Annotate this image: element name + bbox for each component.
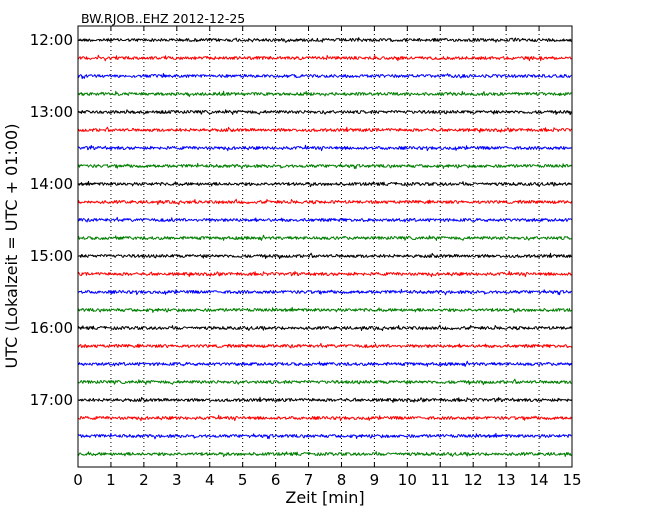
tick-layer: 0 1 2 3 4 5 6 7 8 9 10 11 12 13 14 1512:0013:0014:0015:…: [30, 26, 582, 489]
x-tick-label: 10: [398, 471, 417, 489]
trace-line: [77, 432, 572, 440]
trace-line: [77, 234, 572, 241]
trace-line: [77, 144, 572, 152]
x-tick-label: 7: [304, 471, 314, 489]
trace-line: [77, 216, 572, 223]
x-tick-label: 0: [73, 471, 83, 489]
trace-line: [77, 342, 572, 349]
trace-line: [77, 198, 572, 206]
trace-line: [77, 270, 572, 278]
x-tick-label: 13: [497, 471, 516, 489]
x-tick-label: 5: [238, 471, 248, 489]
trace-layer: [77, 37, 572, 458]
trace-line: [77, 396, 572, 403]
trace-line: [77, 73, 572, 80]
trace-line: [77, 288, 572, 296]
trace-line: [77, 252, 572, 260]
trace-line: [77, 162, 572, 170]
trace-line: [77, 54, 572, 62]
trace-line: [77, 109, 572, 116]
x-tick-label: 15: [562, 471, 581, 489]
trace-line: [77, 306, 572, 314]
x-tick-label: 12: [464, 471, 483, 489]
x-tick-label: 8: [337, 471, 347, 489]
trace-line: [77, 451, 572, 458]
x-tick-label: 6: [271, 471, 281, 489]
trace-line: [77, 378, 572, 386]
trace-line: [77, 180, 572, 188]
y-tick-label: 17:00: [30, 391, 73, 409]
trace-line: [77, 414, 572, 422]
trace-line: [77, 37, 572, 43]
y-tick-label: 12:00: [30, 31, 73, 49]
x-tick-label: 14: [530, 471, 549, 489]
grid-layer: [110, 26, 540, 467]
trace-line: [77, 324, 572, 332]
x-tick-label: 4: [205, 471, 215, 489]
y-tick-label: 16:00: [30, 319, 73, 337]
x-tick-label: 3: [172, 471, 182, 489]
x-tick-label: 9: [370, 471, 380, 489]
y-tick-label: 15:00: [30, 247, 73, 265]
trace-line: [77, 126, 572, 133]
y-axis-label: UTC (Lokalzeit = UTC + 01:00): [2, 124, 21, 369]
x-tick-label: 11: [431, 471, 450, 489]
trace-line: [77, 90, 572, 98]
x-tick-label: 1: [106, 471, 116, 489]
axes-frame: [77, 25, 573, 468]
trace-line: [77, 360, 572, 367]
x-axis-label: Zeit [min]: [285, 488, 364, 507]
chart-title: BW.RJOB..EHZ 2012-12-25: [81, 11, 245, 26]
x-tick-label: 2: [139, 471, 149, 489]
y-tick-label: 14:00: [30, 175, 73, 193]
y-tick-label: 13:00: [30, 103, 73, 121]
